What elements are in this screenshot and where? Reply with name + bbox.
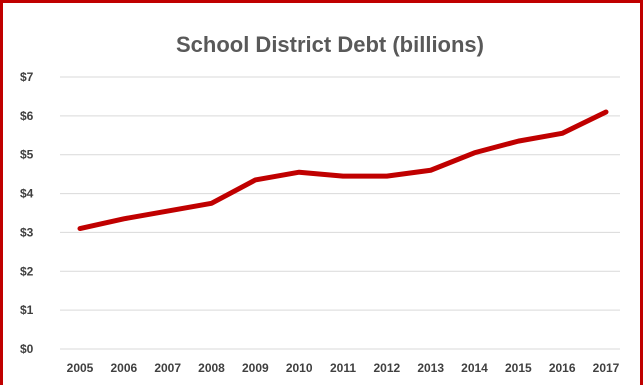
y-tick-label: $0 bbox=[20, 342, 34, 356]
gridlines bbox=[60, 76, 620, 350]
x-tick-label: 2009 bbox=[242, 361, 269, 375]
y-tick-label: $3 bbox=[20, 225, 34, 239]
x-tick-label: 2006 bbox=[110, 361, 137, 375]
y-tick-label: $5 bbox=[20, 148, 34, 162]
x-tick-label: 2015 bbox=[505, 361, 532, 375]
x-tick-label: 2012 bbox=[373, 361, 400, 375]
y-tick-label: $2 bbox=[20, 264, 34, 278]
chart-title: School District Debt (billions) bbox=[176, 32, 484, 57]
y-tick-label: $4 bbox=[20, 187, 34, 201]
x-tick-label: 2017 bbox=[593, 361, 620, 375]
x-tick-label: 2007 bbox=[154, 361, 181, 375]
y-axis-tick-labels: $0 $1 $2 $3 $4 $5 $6 $7 bbox=[20, 70, 34, 356]
x-tick-label: 2014 bbox=[461, 361, 488, 375]
x-tick-label: 2011 bbox=[330, 361, 356, 375]
x-axis-tick-labels: 2005 2006 2007 2008 2009 2010 2011 2012 2013 2014… bbox=[67, 361, 620, 375]
y-tick-label: $7 bbox=[20, 70, 34, 84]
series-layer bbox=[77, 109, 609, 232]
x-tick-label: 2008 bbox=[198, 361, 225, 375]
y-tick-label: $6 bbox=[20, 109, 34, 123]
x-tick-label: 2010 bbox=[286, 361, 313, 375]
debt-series-line bbox=[77, 109, 609, 232]
y-tick-label: $1 bbox=[20, 303, 34, 317]
x-tick-label: 2013 bbox=[417, 361, 444, 375]
x-tick-label: 2016 bbox=[549, 361, 576, 375]
x-tick-label: 2005 bbox=[67, 361, 94, 375]
